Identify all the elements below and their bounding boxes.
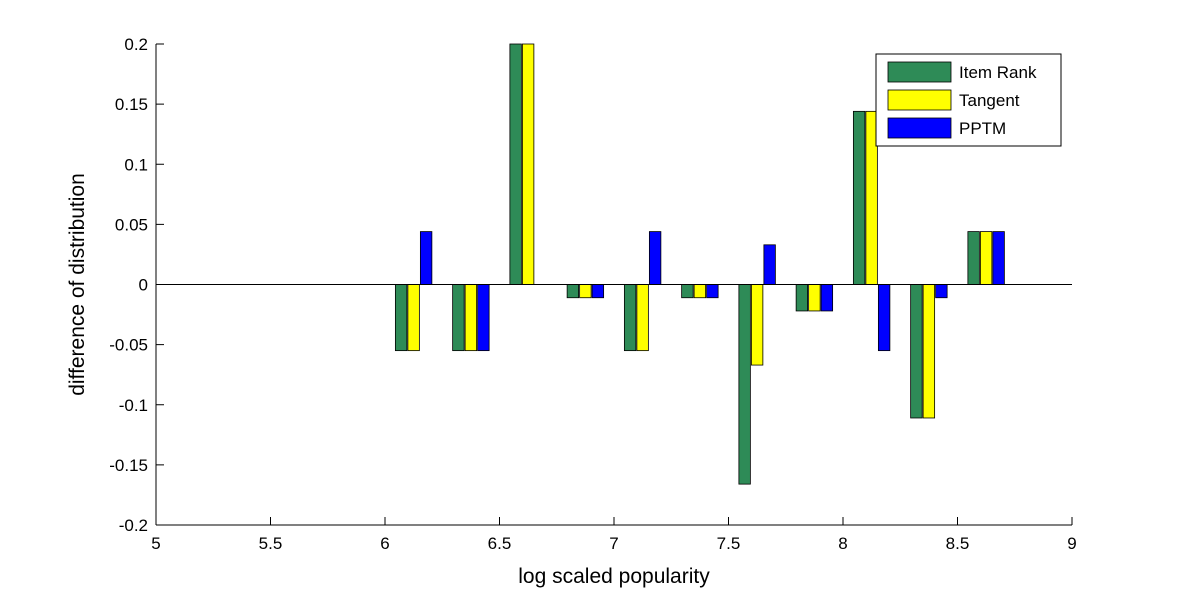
bar-item-rank-9 bbox=[910, 284, 923, 419]
bar-tangent-3 bbox=[579, 284, 592, 299]
bar-item-rank-4 bbox=[623, 284, 637, 352]
bar-pptm-6 bbox=[763, 244, 776, 285]
x-tick-label-6: 8 bbox=[838, 534, 847, 553]
y-tick-label-1: -0.15 bbox=[109, 456, 148, 475]
bar-pptm-8 bbox=[877, 284, 891, 352]
y-tick-label-0: -0.2 bbox=[119, 516, 148, 535]
bar-item-rank-1 bbox=[452, 284, 465, 352]
x-axis-label: log scaled popularity bbox=[518, 565, 710, 588]
legend-label-0: Item Rank bbox=[959, 63, 1037, 82]
bar-tangent-6 bbox=[750, 284, 764, 366]
y-tick-label-5: 0.05 bbox=[115, 215, 148, 234]
legend: Item Rank Tangent PPTM bbox=[875, 53, 1062, 147]
x-tick-label-2: 6 bbox=[380, 534, 389, 553]
bars-layer bbox=[394, 43, 1005, 485]
legend-label-1: Tangent bbox=[959, 91, 1020, 110]
bar-tangent-2 bbox=[521, 43, 535, 285]
bar-pptm-0 bbox=[419, 231, 433, 285]
bar-tangent-10 bbox=[979, 231, 993, 285]
legend-swatch-2 bbox=[887, 117, 952, 139]
bar-tangent-7 bbox=[808, 284, 821, 312]
bar-item-rank-2 bbox=[509, 43, 522, 285]
bar-tangent-0 bbox=[407, 284, 420, 352]
bar-pptm-3 bbox=[591, 284, 605, 299]
bar-item-rank-7 bbox=[795, 284, 809, 312]
y-tick-label-2: -0.1 bbox=[119, 396, 148, 415]
x-tick-label-5: 7.5 bbox=[717, 534, 741, 553]
y-tick-label-4: 0 bbox=[139, 276, 148, 295]
bar-item-rank-6 bbox=[738, 284, 751, 485]
bar-pptm-1 bbox=[477, 284, 490, 352]
bar-pptm-4 bbox=[648, 231, 662, 285]
y-tick-label-3: -0.05 bbox=[109, 336, 148, 355]
legend-swatch-0 bbox=[887, 61, 952, 83]
bar-pptm-9 bbox=[935, 284, 948, 299]
x-tick-label-7: 8.5 bbox=[946, 534, 970, 553]
bar-tangent-1 bbox=[464, 284, 478, 352]
legend-label-2: PPTM bbox=[959, 119, 1006, 138]
bar-item-rank-8 bbox=[852, 110, 866, 285]
bar-tangent-9 bbox=[922, 284, 936, 419]
x-tick-label-4: 7 bbox=[609, 534, 618, 553]
y-tick-label-6: 0.1 bbox=[124, 155, 148, 174]
x-tick-label-3: 6.5 bbox=[488, 534, 512, 553]
ticks-layer: 5 5.5 6 6.5 7 7.5 8 8.5 9 -0.2 -0.15 -0.1 -0.05 0 0.05… bbox=[109, 35, 1076, 553]
x-tick-label-0: 5 bbox=[151, 534, 160, 553]
legend-swatch-1 bbox=[887, 89, 952, 111]
bar-item-rank-0 bbox=[394, 284, 408, 352]
bar-item-rank-10 bbox=[967, 231, 980, 285]
bar-tangent-4 bbox=[636, 284, 649, 352]
bar-pptm-5 bbox=[706, 284, 719, 299]
bar-item-rank-3 bbox=[566, 284, 580, 299]
y-tick-label-7: 0.15 bbox=[115, 95, 148, 114]
bar-pptm-10 bbox=[992, 231, 1005, 285]
x-tick-label-1: 5.5 bbox=[259, 534, 283, 553]
y-axis-label: difference of distribution bbox=[66, 173, 89, 396]
bar-pptm-7 bbox=[820, 284, 834, 312]
x-tick-label-8: 9 bbox=[1067, 534, 1076, 553]
bar-tangent-5 bbox=[693, 284, 707, 299]
y-tick-label-8: 0.2 bbox=[124, 35, 148, 54]
bar-item-rank-5 bbox=[681, 284, 694, 299]
